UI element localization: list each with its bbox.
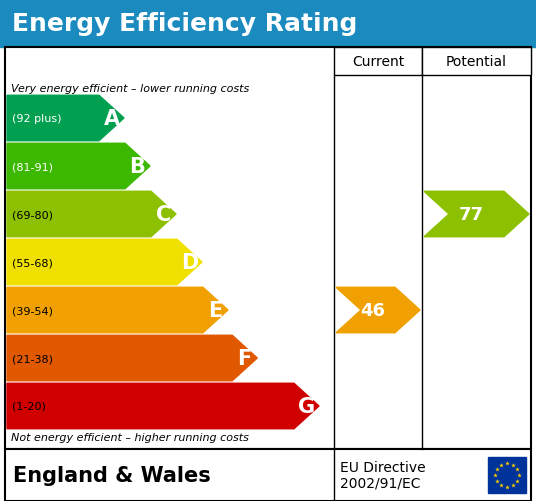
Text: D: D <box>181 253 198 273</box>
Bar <box>0 0 536 48</box>
Text: E: E <box>209 301 222 320</box>
Text: G: G <box>298 396 315 416</box>
Polygon shape <box>7 288 228 333</box>
Text: Potential: Potential <box>446 55 507 69</box>
Bar <box>422 48 531 76</box>
Text: C: C <box>156 204 171 224</box>
Polygon shape <box>336 288 420 333</box>
Text: (39-54): (39-54) <box>12 306 53 315</box>
Text: (1-20): (1-20) <box>12 401 46 411</box>
Text: 46: 46 <box>361 302 385 319</box>
Text: England & Wales: England & Wales <box>13 465 211 485</box>
Bar <box>488 457 526 493</box>
Text: A: A <box>103 109 120 129</box>
Text: (55-68): (55-68) <box>12 258 53 268</box>
Text: 2002/91/EC: 2002/91/EC <box>340 476 421 490</box>
Text: Not energy efficient – higher running costs: Not energy efficient – higher running co… <box>11 432 249 442</box>
Polygon shape <box>424 192 529 237</box>
Polygon shape <box>7 144 150 189</box>
Text: 77: 77 <box>459 205 484 223</box>
Bar <box>334 48 422 76</box>
Text: B: B <box>130 157 145 177</box>
Text: EU Directive: EU Directive <box>340 460 426 474</box>
Polygon shape <box>7 96 124 141</box>
Text: Current: Current <box>352 55 404 69</box>
Polygon shape <box>7 383 319 429</box>
Text: (92 plus): (92 plus) <box>12 114 62 124</box>
Text: (21-38): (21-38) <box>12 353 53 363</box>
Bar <box>5 48 531 449</box>
Polygon shape <box>7 336 257 381</box>
Text: Very energy efficient – lower running costs: Very energy efficient – lower running co… <box>11 84 249 94</box>
Polygon shape <box>7 240 202 285</box>
Bar <box>5 449 531 501</box>
Polygon shape <box>7 192 176 237</box>
Text: F: F <box>237 348 252 368</box>
Text: (69-80): (69-80) <box>12 209 53 219</box>
Text: (81-91): (81-91) <box>12 162 53 172</box>
Text: Energy Efficiency Rating: Energy Efficiency Rating <box>12 12 358 36</box>
